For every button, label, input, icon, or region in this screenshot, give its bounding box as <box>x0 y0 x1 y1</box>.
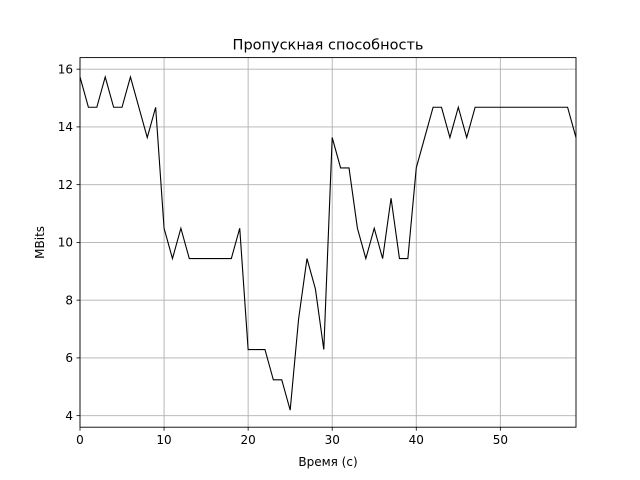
chart-title: Пропускная способность <box>233 38 424 54</box>
y-tick-label: 6 <box>65 351 73 365</box>
x-tick-label: 40 <box>409 433 424 447</box>
y-tick-label: 12 <box>58 178 73 192</box>
series-layer <box>80 74 576 411</box>
y-tick-label: 16 <box>58 62 73 76</box>
x-tick-label: 30 <box>325 433 340 447</box>
x-tick-label: 0 <box>76 433 84 447</box>
x-axis-label: Время (с) <box>298 455 357 469</box>
y-axis-label: MBits <box>33 226 47 259</box>
y-tick-label: 14 <box>58 120 73 134</box>
y-tick-label: 10 <box>58 236 73 250</box>
x-tick-label: 10 <box>156 433 171 447</box>
series-line <box>80 74 576 411</box>
y-tick-label: 8 <box>65 293 73 307</box>
x-tick-label: 20 <box>240 433 255 447</box>
axis-ticks: 0 10 20 30 40 50 4 6 8 10 12 14 16 <box>58 62 508 447</box>
grid-lines <box>79 57 576 428</box>
x-tick-label: 50 <box>493 433 508 447</box>
y-tick-label: 4 <box>65 409 73 423</box>
